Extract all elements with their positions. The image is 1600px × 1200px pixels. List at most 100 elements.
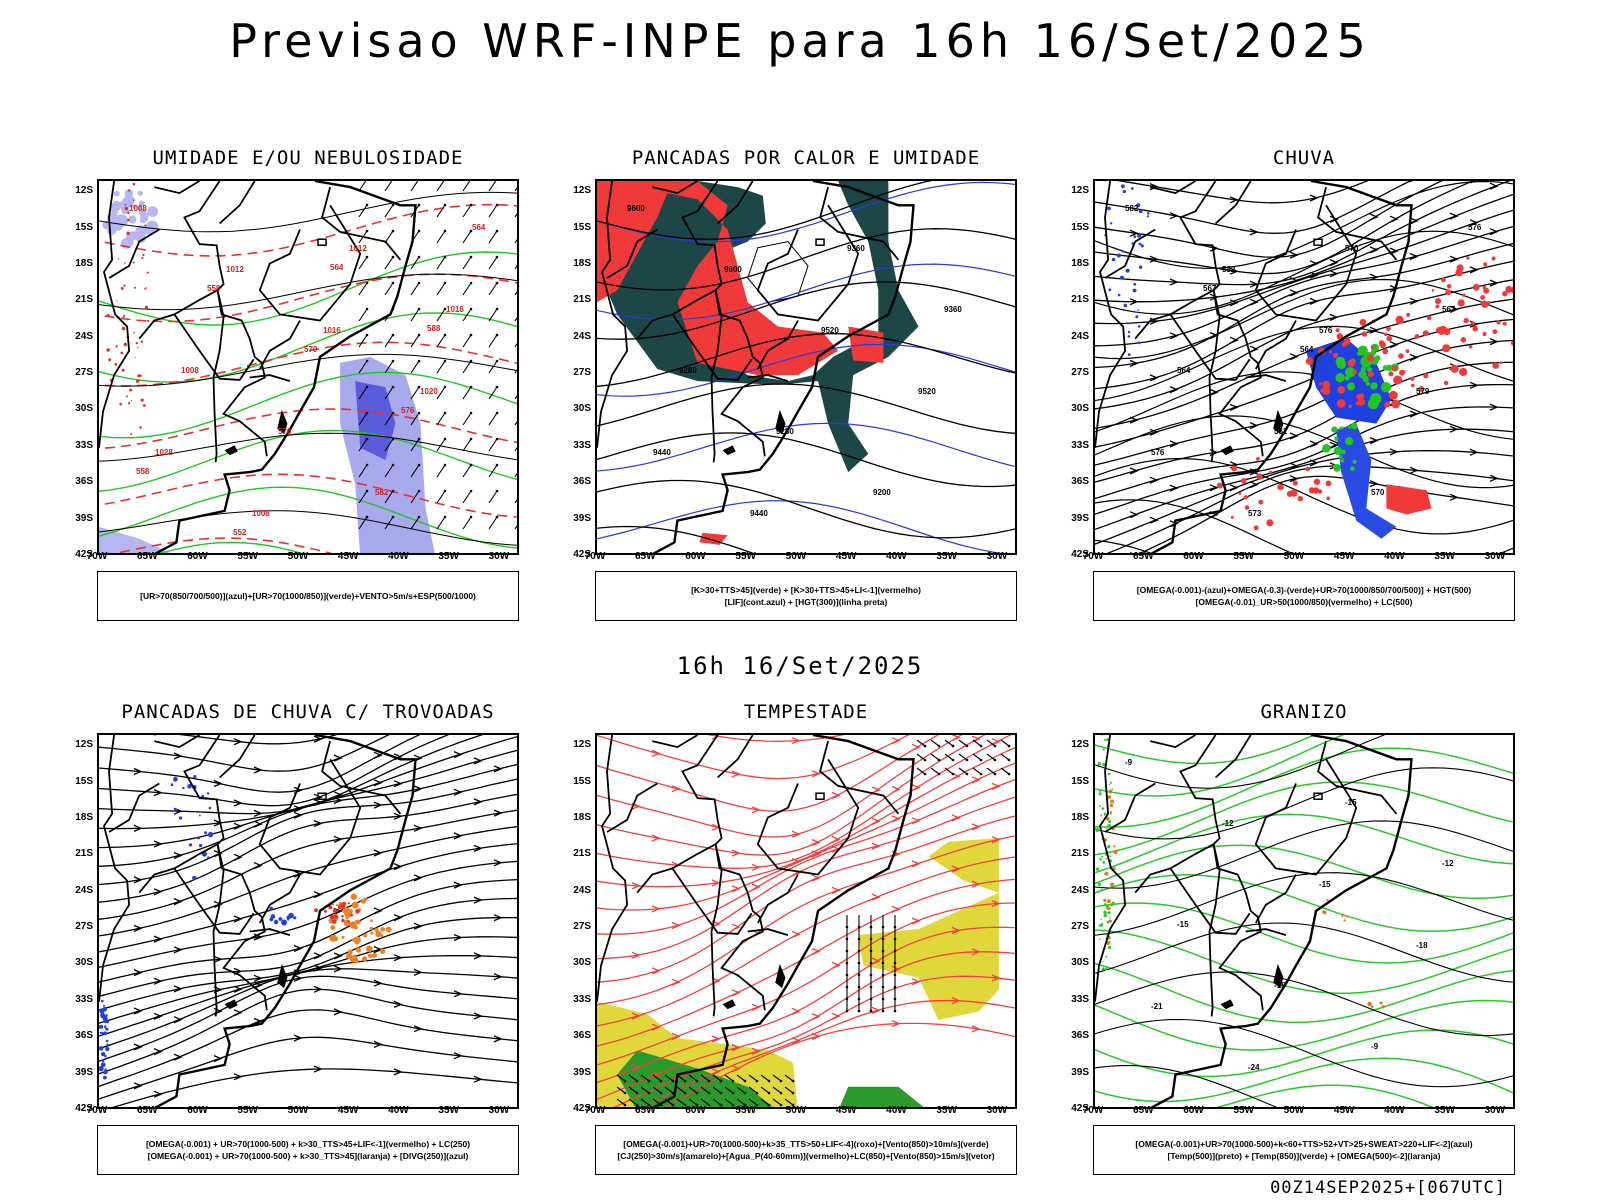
panel-title: CHUVA (1272, 147, 1336, 169)
run-info-footer: 00Z14SEP2025+[067UTC] (1270, 1178, 1506, 1198)
lat-tick-label: 21S (1071, 848, 1089, 860)
contour-label: 558 (207, 284, 221, 293)
legend-box: [OMEGA(-0.001)+UR>70(1000-500)+k<60+TTS>… (1093, 1125, 1515, 1175)
contour-label: 576 (278, 427, 292, 436)
panel-title: PANCADAS DE CHUVA C/ TROVOADAS (121, 701, 495, 723)
lat-tick-label: 30S (573, 957, 591, 969)
lat-tick-label: 36S (573, 476, 591, 488)
contour-label: 579 (1416, 387, 1430, 396)
map-granizo: -9 -12 -15 -18 -21 -24 -15 -12 -15 -18 -9 (1093, 733, 1515, 1109)
lon-tick-label: 70W (86, 1105, 108, 1116)
contour-label: -9 (1371, 1042, 1379, 1051)
legend-line: [K>30+TTS>45](verde) + [K>30+TTS>45+LI<-… (691, 585, 921, 595)
contour-label: -18 (1274, 981, 1286, 990)
contour-label: 570 (1345, 244, 1359, 253)
lat-tick-label: 33S (75, 993, 93, 1005)
main-title: Previsao WRF-INPE para 16h 16/Set/2025 (229, 14, 1371, 68)
lon-tick-label: 60W (187, 551, 208, 562)
lat-tick-label: 15S (1071, 775, 1089, 787)
lon-tick-label: 45W (337, 551, 359, 562)
lat-tick-label: 21S (75, 848, 93, 860)
contour-label: 573 (1248, 509, 1262, 518)
legend-box: [OMEGA(-0.001)-(azul)+OMEGA(-0.3)-(verde… (1093, 571, 1515, 621)
lat-tick-label: 42S (573, 549, 591, 560)
lon-tick-label: 70W (86, 551, 108, 562)
lat-tick-label: 39S (1071, 1066, 1089, 1078)
lat-tick-label: 30S (75, 403, 93, 415)
lon-tick-label: 40W (388, 551, 409, 562)
lat-tick-label: 18S (75, 257, 93, 269)
legend-line: [OMEGA(-0.001)-(azul)+OMEGA(-0.3)-(verde… (1136, 585, 1472, 595)
contour-label: 9280 (776, 427, 794, 436)
contour-label: 564 (472, 223, 486, 232)
contour-label: 576 (1151, 448, 1165, 457)
lon-tick-label: 40W (1384, 551, 1405, 562)
lon-tick-label: 65W (634, 1105, 656, 1116)
lon-tick-label: 45W (1333, 1105, 1355, 1116)
lat-tick-label: 21S (573, 848, 591, 860)
legend-line: [OMEGA(-0.001) + UR>70(1000-500) + k>30_… (145, 1139, 471, 1149)
lon-tick-label: 70W (1082, 1105, 1104, 1116)
contour-label: -24 (1248, 1063, 1260, 1072)
lon-tick-label: 50W (287, 551, 309, 562)
contour-label: -21 (1151, 1002, 1163, 1011)
lon-tick-label: 30W (488, 1105, 510, 1116)
contour-label: -12 (1222, 819, 1234, 828)
lon-tick-label: 65W (1132, 1105, 1154, 1116)
contour-label: -12 (1442, 859, 1454, 868)
lat-tick-label: 33S (75, 439, 93, 451)
lon-tick-label: 35W (1434, 551, 1455, 562)
lon-tick-label: 30W (986, 1105, 1008, 1116)
lat-tick-label: 36S (1071, 1030, 1089, 1042)
lat-tick-label: 39S (75, 512, 93, 524)
lat-tick-label: 39S (75, 1066, 93, 1078)
contour-label: 552 (233, 528, 247, 537)
lat-tick-label: 33S (573, 993, 591, 1005)
lon-tick-label: 70W (1082, 551, 1104, 562)
lon-tick-label: 70W (584, 1105, 606, 1116)
contour-label: 1008 (252, 509, 270, 518)
contour-label: 1016 (323, 326, 341, 335)
lat-tick-label: 30S (75, 957, 93, 969)
lon-tick-label: 55W (1233, 551, 1254, 562)
lat-tick-label: 39S (573, 1066, 591, 1078)
map-canvas: 9600 9600 9520 9520 9440 9440 9360 9360 9280 9280… (597, 181, 1015, 553)
lat-tick-label: 30S (1071, 957, 1089, 969)
lat-tick-label: 42S (1071, 1103, 1089, 1114)
lon-tick-label: 60W (187, 1105, 208, 1116)
contour-label: 582 (1125, 204, 1139, 213)
lon-tick-label: 55W (735, 1105, 756, 1116)
contour-label: 567 (1203, 284, 1217, 293)
lat-tick-label: 36S (75, 476, 93, 488)
lat-tick-label: 39S (573, 512, 591, 524)
contour-label: 9360 (847, 244, 865, 253)
contour-label: 576 (1319, 326, 1333, 335)
map-trovoadas (97, 733, 519, 1109)
legend-box: [K>30+TTS>45](verde) + [K>30+TTS>45+LI<-… (595, 571, 1017, 621)
lat-tick-label: 18S (573, 811, 591, 823)
legend-line: [Temp(500)](preto) + [Temp(850)](verde) … (1167, 1151, 1441, 1161)
lat-tick-label: 12S (573, 739, 591, 751)
lon-tick-label: 55W (237, 1105, 258, 1116)
contour-label: 9600 (724, 265, 742, 274)
contour-label: 1008 (181, 366, 199, 375)
map-umidade: 1008 1012 1016 1020 1028 1008 1012 1016 1008 576 5… (97, 179, 519, 555)
contour-label: 582 (1222, 265, 1236, 274)
lon-tick-label: 30W (1484, 551, 1506, 562)
lat-tick-label: 36S (573, 1030, 591, 1042)
contour-label: 564 (330, 263, 344, 272)
lon-tick-label: 50W (1283, 551, 1305, 562)
contour-label: 9520 (918, 387, 936, 396)
lat-tick-label: 27S (75, 921, 93, 933)
lon-tick-label: 35W (936, 551, 957, 562)
contour-label: 1012 (349, 244, 367, 253)
lat-tick-label: 18S (75, 811, 93, 823)
lon-tick-label: 35W (1434, 1105, 1455, 1116)
lat-tick-label: 12S (75, 739, 93, 751)
map-canvas (597, 735, 1015, 1107)
lon-tick-label: 65W (136, 551, 158, 562)
lat-tick-label: 12S (1071, 185, 1089, 197)
lat-tick-label: 21S (75, 294, 93, 306)
lat-tick-label: 33S (1071, 439, 1089, 451)
contour-label: 561 (1274, 427, 1288, 436)
